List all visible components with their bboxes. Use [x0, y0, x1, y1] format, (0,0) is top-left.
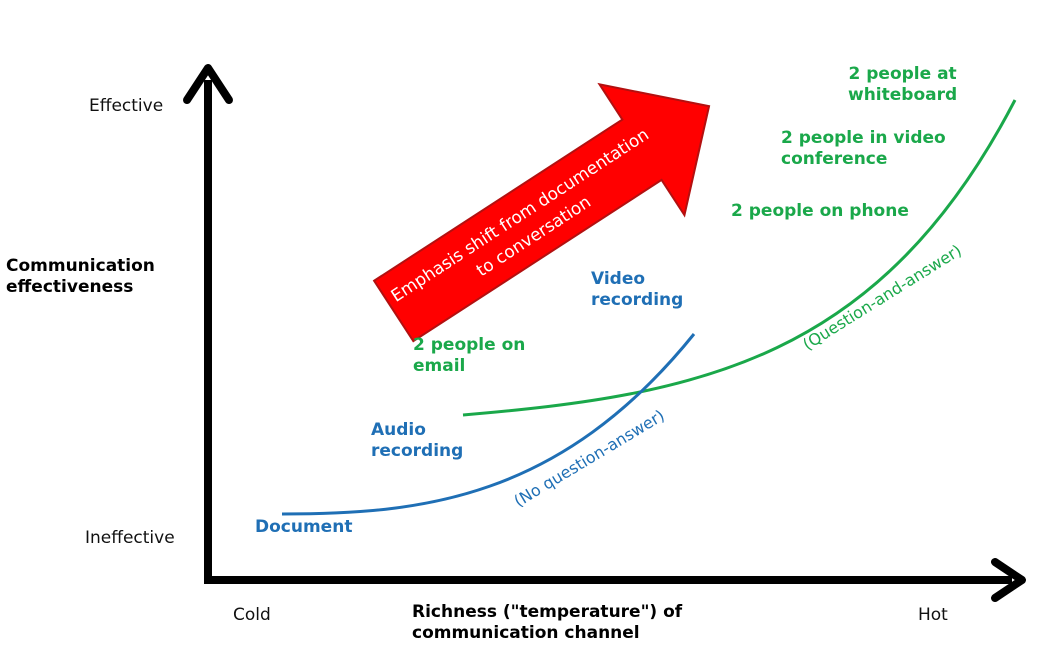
video-conference-label-line2: conference	[781, 149, 888, 170]
email-label-line2: email	[413, 356, 466, 377]
audio-recording-label-line2: recording	[371, 441, 464, 462]
x-axis-title-line2: communication channel	[412, 623, 640, 644]
emphasis-arrow-shape	[372, 82, 711, 343]
x-axis-cold-label: Cold	[233, 605, 271, 625]
question-and-answer-note: (Question-and-answer)	[799, 241, 965, 354]
video-recording-label-line1: Video	[591, 269, 646, 289]
paper-channels-curve	[281, 333, 696, 516]
x-axis-hot-label: Hot	[918, 605, 948, 625]
y-axis-arrowhead	[183, 64, 233, 104]
video-recording-label: Video recording	[591, 269, 683, 312]
y-axis-title: Communication effectiveness	[6, 256, 155, 299]
x-axis-arrowhead	[991, 558, 1026, 602]
y-axis-title-line2: effectiveness	[6, 277, 134, 298]
y-axis-title-line1: Communication	[6, 256, 155, 276]
y-axis-effective-label: Effective	[89, 96, 164, 116]
email-label: 2 people on email	[413, 335, 525, 378]
x-axis-title-line1: Richness ("temperature") of	[412, 602, 683, 622]
audio-recording-label-line1: Audio	[371, 420, 426, 440]
y-axis-ineffective-label: Ineffective	[85, 528, 175, 548]
document-label: Document	[255, 517, 353, 537]
video-recording-label-line2: recording	[591, 290, 684, 311]
audio-recording-label: Audio recording	[371, 420, 463, 463]
no-question-answer-note: (No question-answer)	[511, 406, 668, 511]
emphasis-arrow: Emphasis shift from documentation to con…	[372, 82, 711, 343]
phone-label: 2 people on phone	[731, 201, 909, 221]
whiteboard-label-line2: whiteboard	[848, 85, 958, 106]
whiteboard-label-line1: 2 people at	[848, 64, 957, 84]
whiteboard-label: 2 people at whiteboard	[848, 64, 957, 107]
interactive-channels-curve	[462, 99, 1017, 417]
video-conference-label: 2 people in video conference	[781, 128, 946, 171]
video-conference-label-line1: 2 people in video	[781, 128, 946, 148]
x-axis-title: Richness ("temperature") of communicatio…	[412, 602, 682, 645]
email-label-line1: 2 people on	[413, 335, 526, 355]
